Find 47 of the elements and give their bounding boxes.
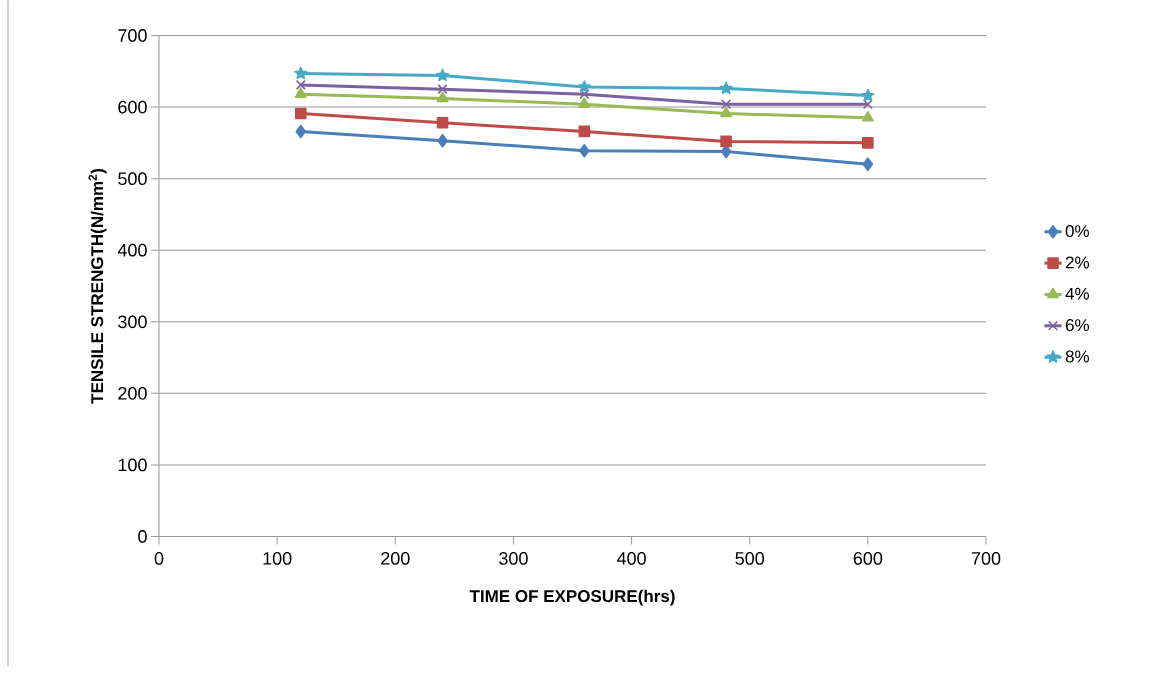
legend-label: 6% xyxy=(1065,319,1089,332)
legend-label: 8% xyxy=(1065,350,1089,363)
y-tick-label: 600 xyxy=(118,100,147,114)
x-tick-label: 700 xyxy=(971,552,1001,566)
x-tick-label: 400 xyxy=(616,552,646,566)
point xyxy=(437,84,448,95)
legend-label: 4% xyxy=(1065,288,1089,300)
y-tick-label: 500 xyxy=(118,172,147,186)
point xyxy=(719,81,733,95)
point xyxy=(578,97,591,109)
x-tick-label: 0 xyxy=(154,552,164,566)
legend-label: 0% xyxy=(1065,225,1089,238)
point xyxy=(295,124,307,139)
point xyxy=(294,87,307,99)
y-tick-label: 100 xyxy=(118,458,147,472)
y-tick-label: 0 xyxy=(138,530,147,544)
point xyxy=(861,89,875,102)
point xyxy=(436,69,450,82)
point xyxy=(294,107,307,120)
point xyxy=(437,134,448,148)
point xyxy=(579,89,590,100)
point xyxy=(436,91,449,103)
point xyxy=(578,125,591,138)
y-tick-label: 300 xyxy=(118,315,147,329)
point xyxy=(862,137,874,149)
x-tick-label: 500 xyxy=(735,552,765,566)
point xyxy=(579,144,590,158)
x-tick-label: 300 xyxy=(499,552,528,566)
point xyxy=(577,80,591,93)
y-tick-label: 700 xyxy=(118,29,147,43)
point xyxy=(436,117,449,129)
point xyxy=(294,66,308,80)
point xyxy=(862,99,873,110)
point xyxy=(721,99,732,110)
y-tick-label: 400 xyxy=(117,244,147,257)
point xyxy=(720,106,733,118)
point xyxy=(861,111,874,122)
point xyxy=(720,135,732,148)
point xyxy=(862,157,874,172)
point xyxy=(295,80,306,91)
y-axis-title: TENSILE STRENGTH(N/mm$^{2}$) xyxy=(88,169,107,404)
x-axis-title: TIME OF EXPOSURE(hrs) xyxy=(469,589,675,606)
legend-label: 2% xyxy=(1065,256,1089,269)
x-tick-label: 600 xyxy=(853,552,883,566)
x-tick-label: 100 xyxy=(263,552,292,566)
x-tick-label: 200 xyxy=(381,552,410,566)
y-tick-label: 200 xyxy=(118,387,147,400)
